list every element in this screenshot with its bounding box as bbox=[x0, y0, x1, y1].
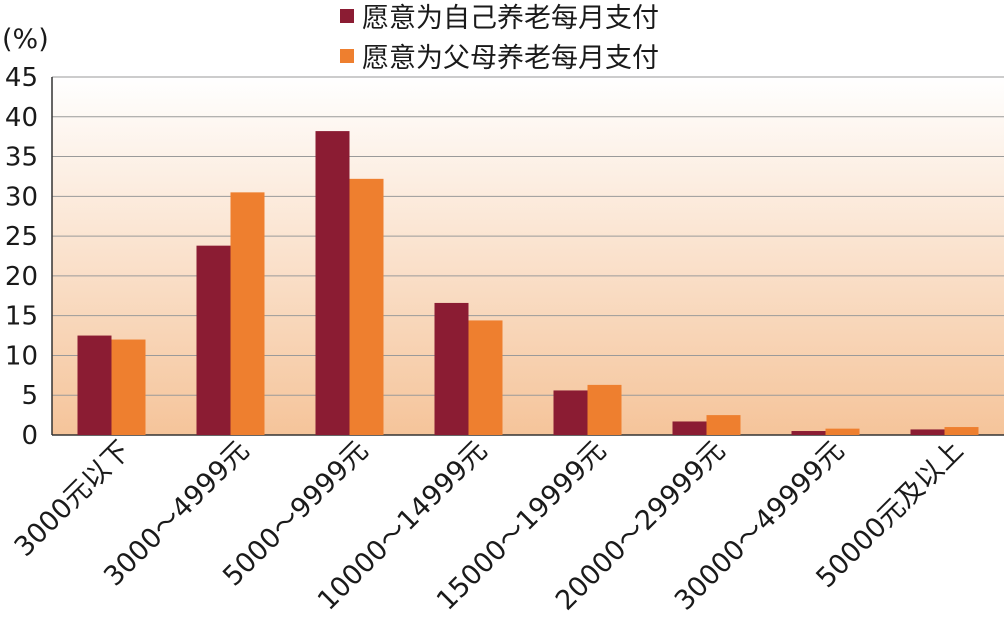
y-tick-label: 35 bbox=[5, 143, 38, 173]
y-tick-label: 0 bbox=[21, 421, 38, 451]
bar-self bbox=[672, 421, 707, 435]
y-axis-unit-label: (%) bbox=[2, 24, 49, 55]
bar-parents bbox=[230, 192, 265, 435]
y-tick-labels: 0 5 10 15 20 25 30 35 40 45 bbox=[5, 63, 38, 451]
bar-parents bbox=[587, 384, 622, 435]
bars bbox=[77, 131, 979, 435]
bar-parents bbox=[111, 339, 146, 435]
y-tick-label: 40 bbox=[5, 103, 38, 133]
legend-label-parents: 愿意为父母养老每月支付 bbox=[362, 43, 659, 74]
category-labels: 3000元以下3000～4999元5000～9999元10000～14999元1… bbox=[9, 435, 970, 617]
bar-self bbox=[315, 131, 350, 435]
bar-parents bbox=[825, 428, 860, 435]
bar-parents bbox=[468, 320, 503, 435]
y-tick-label: 45 bbox=[5, 63, 38, 93]
bar-self bbox=[553, 390, 588, 435]
legend-swatch-self bbox=[340, 9, 354, 23]
plot-area-background bbox=[52, 77, 1004, 435]
legend-swatch-parents bbox=[340, 49, 354, 63]
bar-self bbox=[910, 429, 945, 435]
bar-self bbox=[77, 335, 112, 435]
y-tick-label: 10 bbox=[5, 341, 38, 371]
category-label: 3000元以下 bbox=[9, 435, 137, 563]
bar-self bbox=[434, 302, 469, 435]
bar-self bbox=[791, 431, 826, 435]
bar-parents bbox=[944, 427, 979, 435]
y-tick-label: 30 bbox=[5, 182, 38, 212]
y-tick-label: 20 bbox=[5, 262, 38, 292]
bar-self bbox=[196, 245, 231, 435]
bar-parents bbox=[706, 415, 741, 435]
y-tick-label: 5 bbox=[21, 381, 38, 411]
legend: 愿意为自己养老每月支付 愿意为父母养老每月支付 bbox=[340, 3, 659, 74]
y-tick-label: 25 bbox=[5, 222, 38, 252]
bar-parents bbox=[349, 178, 384, 435]
legend-label-self: 愿意为自己养老每月支付 bbox=[362, 3, 659, 34]
y-tick-label: 15 bbox=[5, 302, 38, 332]
